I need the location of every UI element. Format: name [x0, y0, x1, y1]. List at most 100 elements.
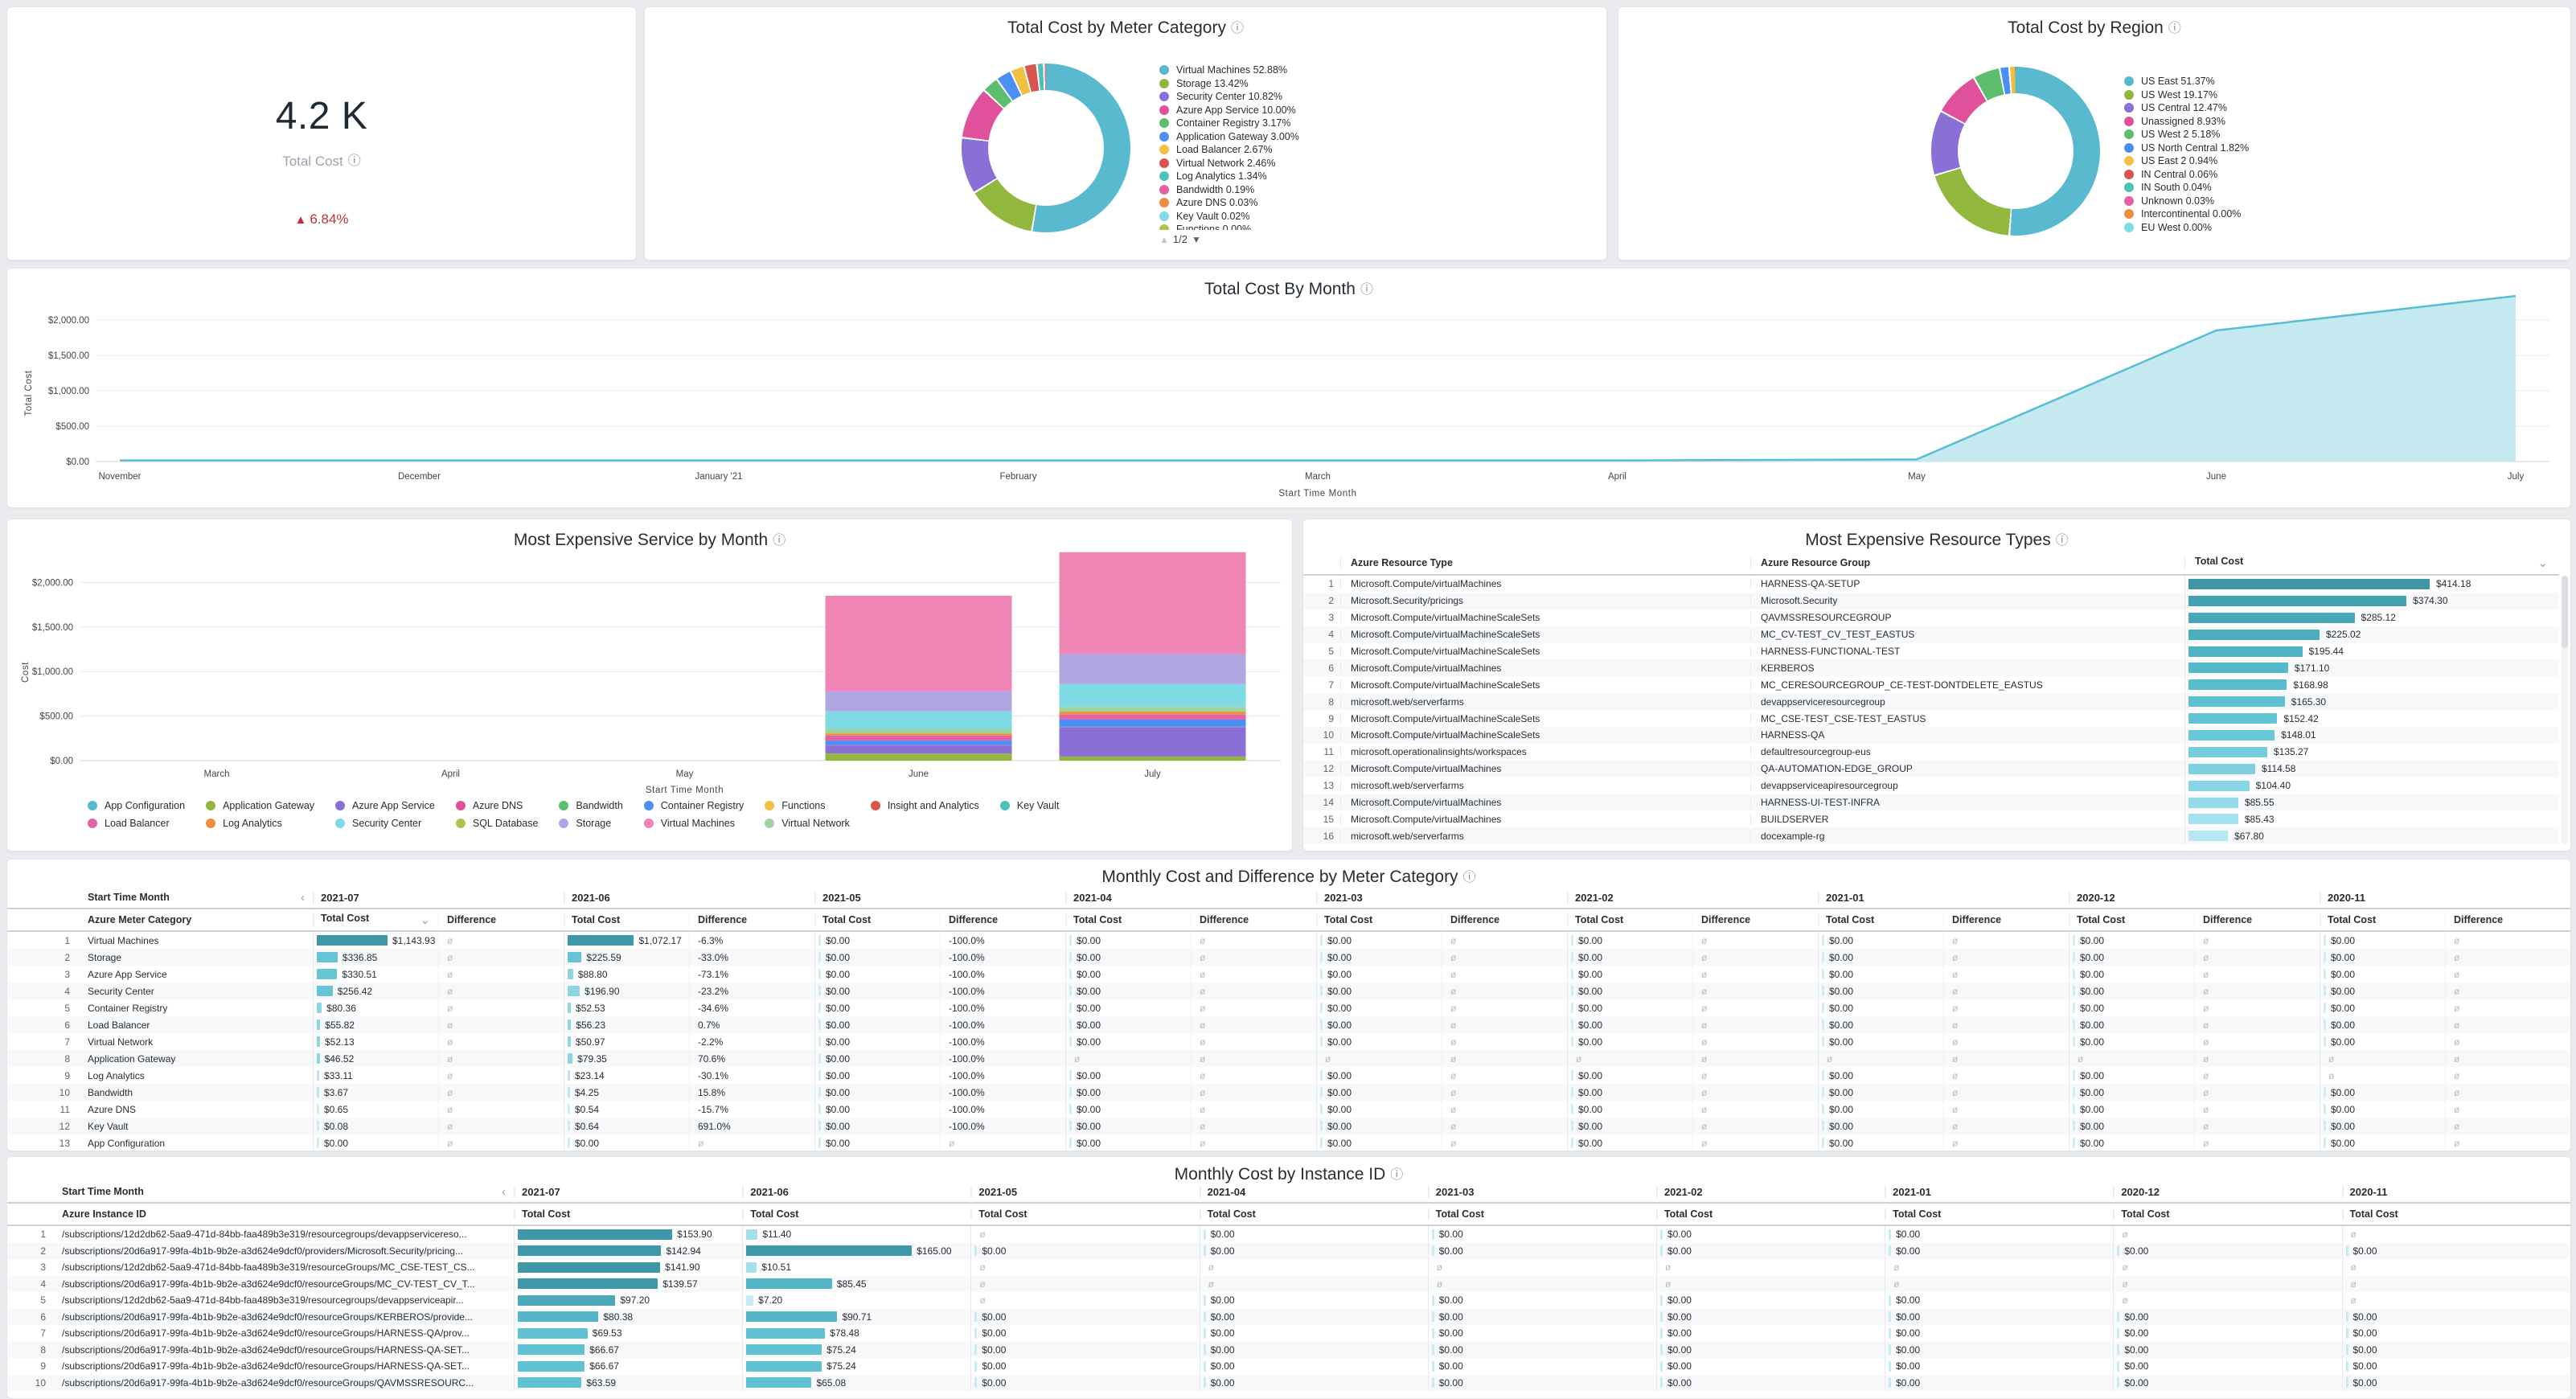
cost-cell[interactable]: $10.51 — [742, 1259, 970, 1276]
cost-column-header[interactable]: Total Cost — [2069, 914, 2194, 925]
difference-cell[interactable]: ø — [2445, 966, 2570, 983]
difference-cell[interactable]: -100.0% — [940, 932, 1065, 949]
cost-cell[interactable]: $256.42 — [313, 983, 438, 999]
difference-cell[interactable]: ø — [438, 1101, 564, 1118]
total-cost-cell[interactable]: $225.02 — [2184, 626, 2559, 643]
difference-cell[interactable]: ø — [1943, 1050, 2069, 1067]
cost-cell[interactable]: $85.45 — [742, 1276, 970, 1293]
cost-column-header[interactable]: Total Cost — [2342, 1208, 2570, 1220]
cost-cell[interactable]: $0.00 — [1200, 1375, 1428, 1392]
instance-id-cell[interactable]: /subscriptions/12d2db62-5aa9-471d-84bb-f… — [52, 1229, 514, 1240]
cost-cell[interactable]: $33.11 — [313, 1067, 438, 1084]
cost-cell[interactable]: $0.00 — [1885, 1292, 2113, 1309]
scroll-left-icon[interactable]: ‹ — [301, 891, 305, 905]
scroll-left-icon[interactable]: ‹ — [502, 1185, 506, 1199]
cost-cell[interactable]: $75.24 — [742, 1358, 970, 1375]
difference-cell[interactable]: ø — [1943, 949, 2069, 966]
cost-cell[interactable]: ø — [2342, 1226, 2570, 1243]
difference-cell[interactable]: ø — [2194, 1016, 2320, 1033]
cost-cell[interactable]: $0.00 — [1428, 1309, 1656, 1326]
cost-cell[interactable]: $0.00 — [814, 983, 940, 999]
difference-cell[interactable]: ø — [2445, 1118, 2570, 1134]
vertical-scrollbar[interactable] — [2562, 576, 2568, 844]
cost-cell[interactable]: $0.00 — [1567, 1101, 1692, 1118]
cost-cell[interactable]: $196.90 — [564, 983, 689, 999]
cost-cell[interactable]: $0.00 — [1818, 1134, 1943, 1151]
difference-cell[interactable]: ø — [1692, 1084, 1818, 1101]
difference-cell[interactable]: -100.0% — [940, 1033, 1065, 1050]
resource-type-cell[interactable]: Microsoft.Compute/virtualMachines — [1340, 763, 1750, 774]
difference-cell[interactable]: ø — [1692, 1101, 1818, 1118]
cost-cell[interactable]: $0.00 — [1316, 1084, 1442, 1101]
difference-cell[interactable]: ø — [1692, 999, 1818, 1016]
cost-cell[interactable]: $0.00 — [2320, 1118, 2445, 1134]
cost-cell[interactable]: $0.00 — [2320, 983, 2445, 999]
cost-column-header[interactable]: Total Cost — [2113, 1208, 2341, 1220]
difference-cell[interactable]: ø — [438, 1050, 564, 1067]
legend-item[interactable]: US West 2 5.18% — [2124, 128, 2542, 142]
total-cost-cell[interactable]: $85.55 — [2184, 794, 2559, 811]
cost-cell[interactable]: $0.00 — [1885, 1309, 2113, 1326]
total-cost-cell[interactable]: $148.01 — [2184, 727, 2559, 744]
difference-cell[interactable]: ø — [1943, 1118, 2069, 1134]
cost-cell[interactable]: $0.00 — [1200, 1325, 1428, 1342]
difference-cell[interactable]: ø — [1692, 1067, 1818, 1084]
legend-item[interactable]: Key Vault 0.02% — [1159, 210, 1577, 224]
cost-cell[interactable]: $0.00 — [1316, 932, 1442, 949]
cost-cell[interactable]: ø — [1316, 1050, 1442, 1067]
difference-cell[interactable]: ø — [1692, 1118, 1818, 1134]
cost-cell[interactable]: $0.00 — [1065, 932, 1191, 949]
cost-cell[interactable]: $0.00 — [2320, 932, 2445, 949]
difference-cell[interactable]: ø — [1692, 932, 1818, 949]
legend-item[interactable]: US Central 12.47% — [2124, 101, 2542, 115]
legend-item[interactable]: Key Vault — [1000, 799, 1060, 811]
difference-cell[interactable]: -100.0% — [940, 1050, 1065, 1067]
cost-cell[interactable]: $0.00 — [2069, 1016, 2194, 1033]
cost-cell[interactable]: $66.67 — [514, 1358, 742, 1375]
resource-type-cell[interactable]: Microsoft.Compute/virtualMachineScaleSet… — [1340, 713, 1750, 724]
diff-column-header[interactable]: Difference — [1692, 914, 1818, 925]
cost-cell[interactable]: ø — [2342, 1276, 2570, 1293]
cost-cell[interactable]: $78.48 — [742, 1325, 970, 1342]
difference-cell[interactable]: ø — [438, 1016, 564, 1033]
legend-item[interactable]: Load Balancer 2.67% — [1159, 143, 1577, 157]
difference-cell[interactable]: -6.3% — [689, 932, 814, 949]
legend-item[interactable]: IN South 0.04% — [2124, 181, 2542, 195]
legend-item[interactable]: Azure DNS 0.03% — [1159, 196, 1577, 210]
cost-cell[interactable]: $23.14 — [564, 1067, 689, 1084]
cost-cell[interactable]: $46.52 — [313, 1050, 438, 1067]
difference-cell[interactable]: ø — [1943, 983, 2069, 999]
cost-cell[interactable]: $0.00 — [2320, 966, 2445, 983]
cost-cell[interactable]: $0.54 — [564, 1101, 689, 1118]
cost-cell[interactable]: $0.00 — [814, 999, 940, 1016]
difference-cell[interactable]: ø — [2445, 1101, 2570, 1118]
instance-id-cell[interactable]: /subscriptions/20d6a917-99fa-4b1b-9b2e-a… — [52, 1245, 514, 1257]
cost-cell[interactable]: $0.00 — [814, 1134, 940, 1151]
cost-cell[interactable]: $0.00 — [970, 1358, 1199, 1375]
difference-cell[interactable]: -100.0% — [940, 1016, 1065, 1033]
cost-cell[interactable]: $0.00 — [2069, 1084, 2194, 1101]
difference-cell[interactable]: -100.0% — [940, 949, 1065, 966]
region-donut[interactable] — [1931, 67, 2100, 236]
difference-cell[interactable]: ø — [438, 983, 564, 999]
cost-column-header[interactable]: Total Cost — [1885, 1208, 2113, 1220]
cost-cell[interactable]: $0.00 — [2342, 1342, 2570, 1359]
cost-cell[interactable]: $0.00 — [1428, 1243, 1656, 1260]
cost-column-header[interactable]: Total Cost — [1065, 914, 1191, 925]
info-icon[interactable]: ⓘ — [2168, 17, 2181, 36]
difference-cell[interactable]: ø — [438, 1084, 564, 1101]
cost-column-header[interactable]: Total Cost — [1428, 1208, 1656, 1220]
difference-cell[interactable]: -73.1% — [689, 966, 814, 983]
cost-cell[interactable]: $0.00 — [1200, 1358, 1428, 1375]
instance-id-cell[interactable]: /subscriptions/20d6a917-99fa-4b1b-9b2e-a… — [52, 1360, 514, 1372]
difference-cell[interactable]: ø — [1943, 1016, 2069, 1033]
difference-cell[interactable]: ø — [1442, 932, 1567, 949]
cost-cell[interactable]: $0.00 — [1818, 1084, 1943, 1101]
cost-cell[interactable]: $0.00 — [2069, 999, 2194, 1016]
difference-cell[interactable]: ø — [1692, 1033, 1818, 1050]
cost-column-header[interactable]: Total Cost — [2320, 914, 2445, 925]
cost-cell[interactable]: $0.08 — [313, 1118, 438, 1134]
difference-cell[interactable]: ø — [2445, 1050, 2570, 1067]
cost-cell[interactable]: $0.00 — [1818, 1067, 1943, 1084]
cost-cell[interactable]: $0.00 — [1656, 1358, 1885, 1375]
